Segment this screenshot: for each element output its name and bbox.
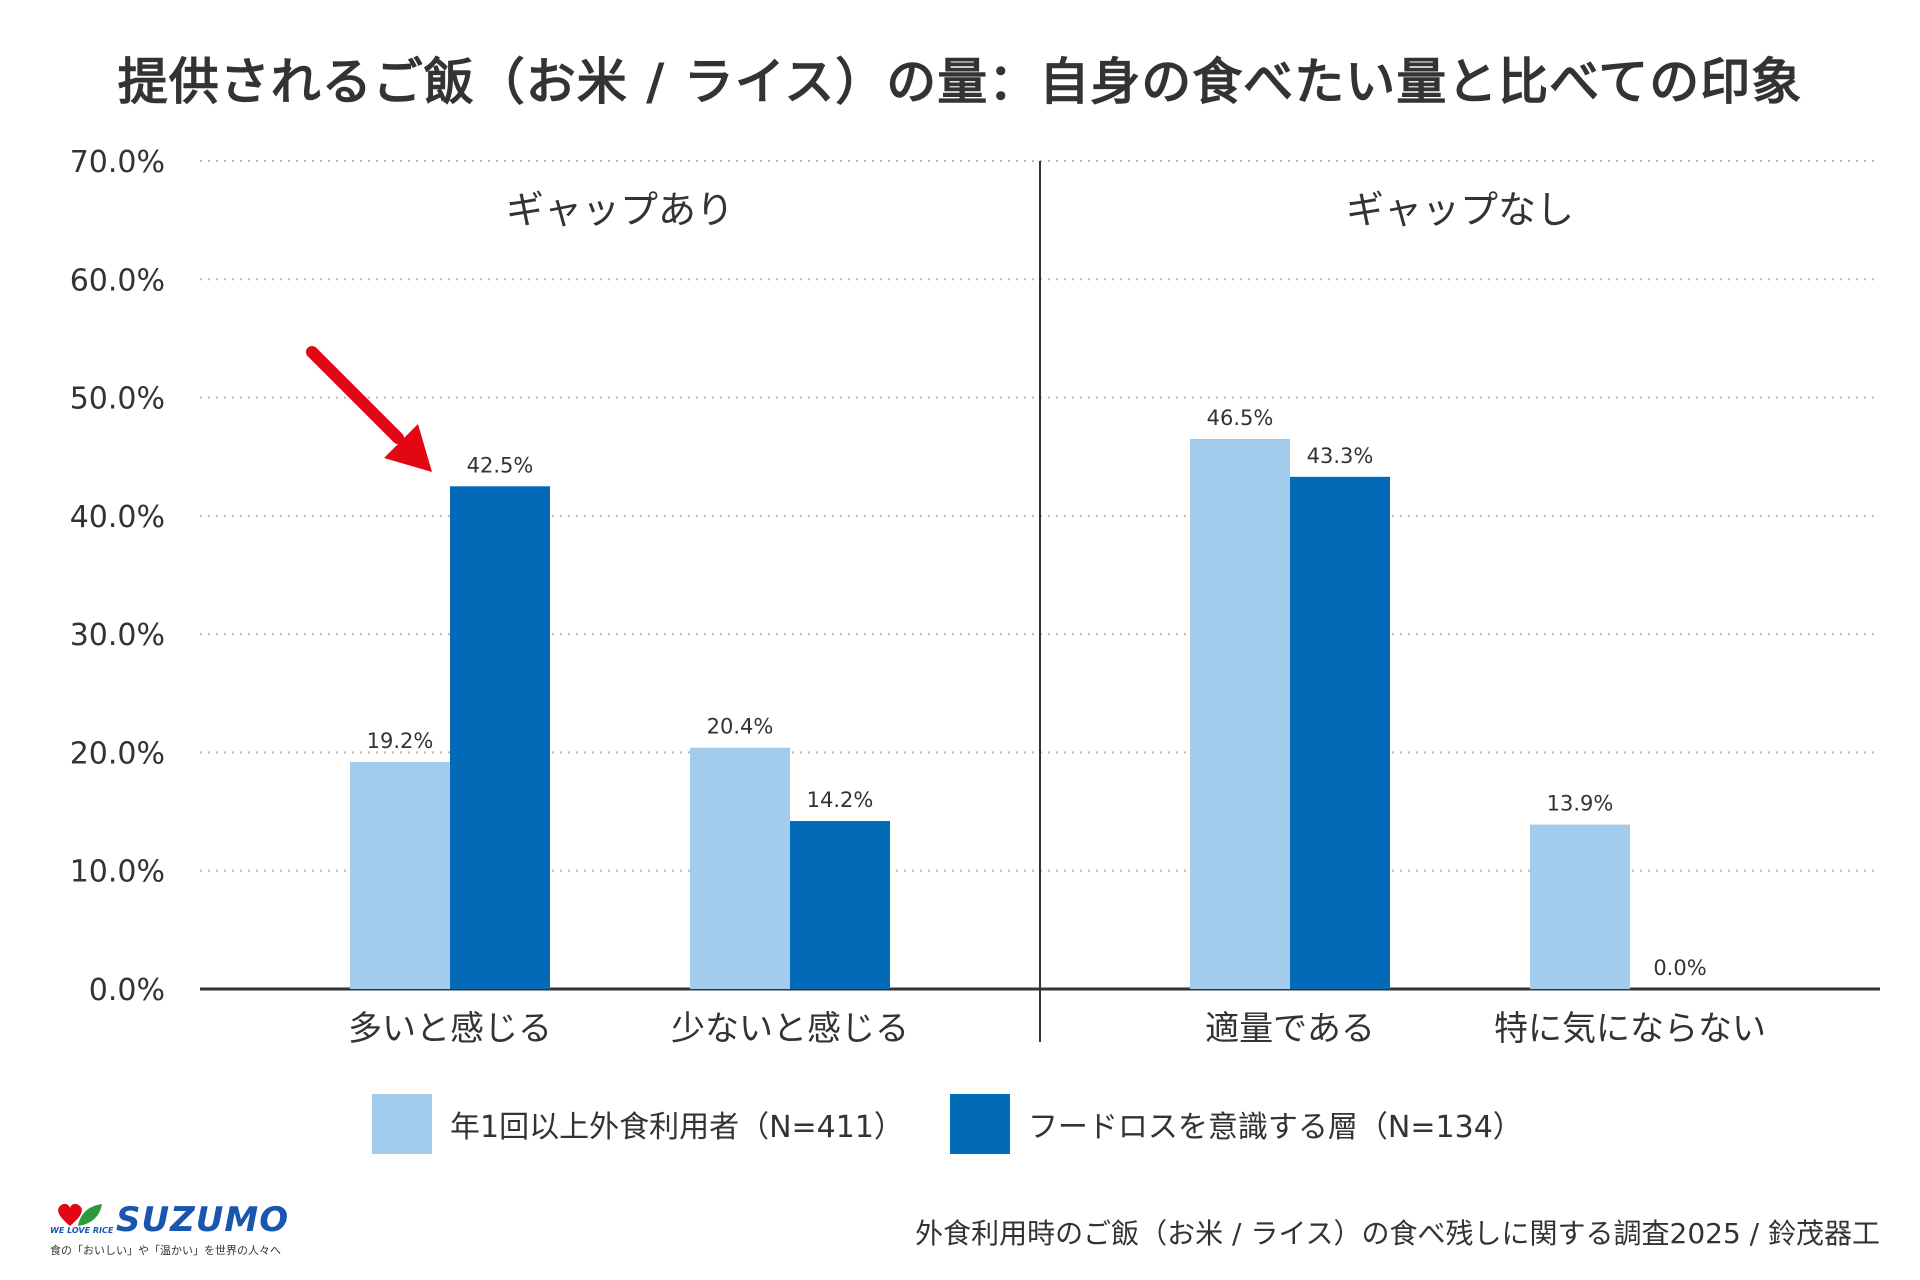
x-tick-label: 適量である	[1205, 1009, 1375, 1049]
group-label: ギャップあり	[506, 188, 734, 232]
data-label: 20.4%	[707, 715, 774, 739]
logo-brand-text: SUZUMO	[116, 1200, 290, 1240]
y-tick-label: 40.0%	[70, 500, 165, 535]
y-tick-label: 10.0%	[70, 855, 165, 890]
bar-series-1	[1190, 438, 1290, 989]
data-label: 46.5%	[1207, 406, 1274, 430]
chart-title: 提供されるご飯（お米 / ライス）の量：自身の食べたい量と比べての印象	[117, 53, 1803, 111]
x-tick-label: 少ないと感じる	[671, 1009, 909, 1049]
suzumo-logo: SUZUMO WE LOVE RICE 食の「おいしい」や「温かい」を世界の人々…	[50, 1200, 310, 1260]
legend-swatch-series-2	[949, 1094, 1010, 1154]
source-note: 外食利用時のご飯（お米 / ライス）の食べ残しに関する調査2025 / 鈴茂器工	[915, 1217, 1880, 1250]
legend-label-series-1: 年1回以上外食利用者（N=411）	[450, 1110, 904, 1145]
bar-series-2	[790, 821, 890, 989]
bar-series-2	[450, 486, 550, 989]
y-tick-label: 70.0%	[70, 145, 165, 180]
annotation-arrow-icon	[384, 424, 432, 472]
bar-series-1	[1530, 824, 1630, 989]
legend-item-series-1: 年1回以上外食利用者（N=411）	[372, 1094, 904, 1154]
bar-series-1	[690, 747, 790, 989]
group-label: ギャップなし	[1346, 188, 1574, 232]
y-tick-label: 50.0%	[70, 382, 165, 417]
data-label: 19.2%	[367, 729, 434, 753]
annotation-arrow-shaft	[306, 346, 404, 444]
logo-tagline-en: WE LOVE RICE	[50, 1226, 114, 1235]
legend-swatch-series-1	[372, 1094, 432, 1154]
logo-tagline-jp: 食の「おいしい」や「温かい」を世界の人々へ	[50, 1244, 281, 1257]
legend-item-series-2: フードロスを意識する層（N=134）	[949, 1094, 1523, 1154]
chart-legend: 年1回以上外食利用者（N=411） フードロスを意識する層（N=134）	[372, 1094, 1569, 1154]
y-tick-label: 30.0%	[70, 618, 165, 653]
heart-leaf-icon	[58, 1203, 102, 1226]
data-label: 13.9%	[1547, 792, 1614, 816]
data-label: 43.3%	[1307, 444, 1374, 468]
legend-label-series-2: フードロスを意識する層（N=134）	[1027, 1110, 1523, 1145]
data-label: 42.5%	[467, 453, 534, 477]
bar-series-1	[350, 761, 450, 989]
y-tick-label: 60.0%	[70, 263, 165, 298]
x-tick-label: 特に気にならない	[1494, 1009, 1766, 1049]
bar-series-2	[1290, 476, 1390, 989]
y-tick-label: 20.0%	[70, 736, 165, 771]
data-label: 0.0%	[1653, 956, 1706, 980]
y-tick-label: 0.0%	[89, 973, 165, 1008]
data-label: 14.2%	[807, 788, 874, 812]
x-tick-label: 多いと感じる	[348, 1009, 552, 1049]
